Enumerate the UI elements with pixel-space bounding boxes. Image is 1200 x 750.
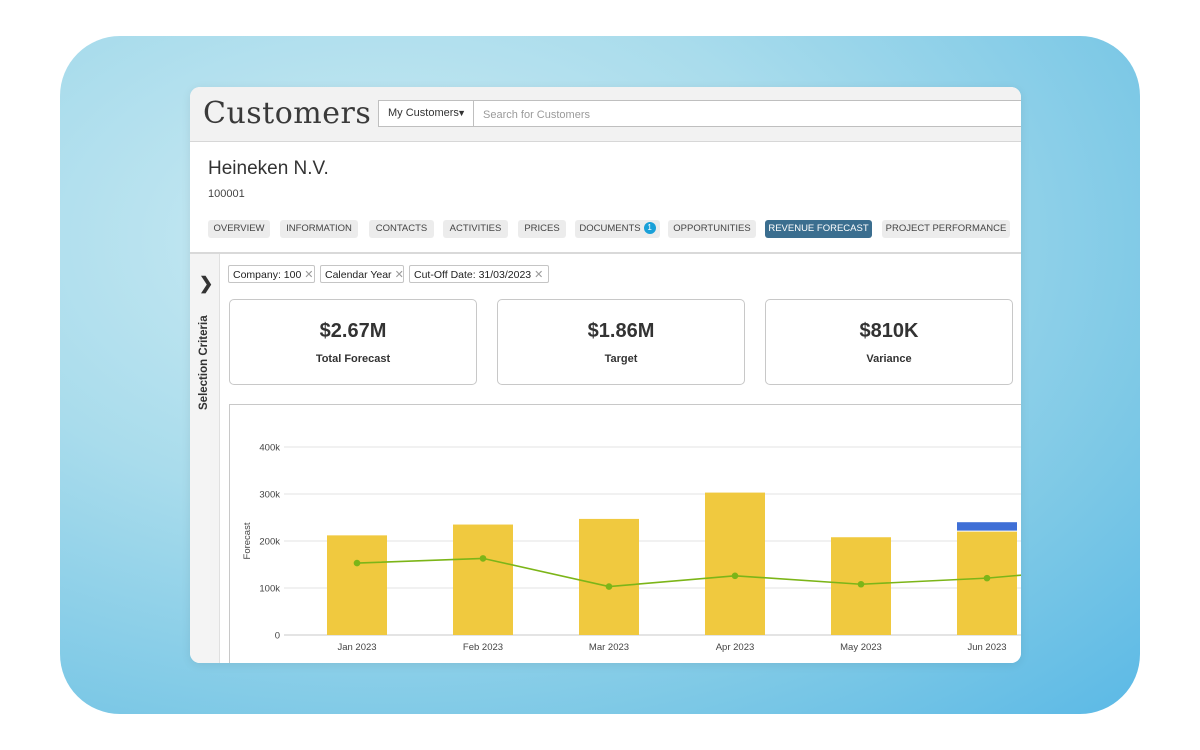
x-tick-label: Apr 2023 <box>716 642 755 653</box>
filter-chip-calendar-year[interactable]: Calendar Year ✕ <box>320 265 404 283</box>
tab-revenue-forecast[interactable]: REVENUE FORECAST <box>765 220 872 238</box>
customer-name: Heineken N.V. <box>208 158 329 179</box>
scope-dropdown[interactable]: My Customers ▼ <box>379 101 474 126</box>
chevron-right-icon[interactable]: ❯ <box>199 274 214 293</box>
y-tick-label: 0 <box>275 631 280 642</box>
forecast-chart: 0 100k 200k 300k 400k Forecast Jan 2023 Feb 202… <box>242 443 1021 653</box>
filter-chip-label: Cut-Off Date: 31/03/2023 <box>414 269 532 281</box>
kpi-label: Variance <box>866 353 912 365</box>
kpi-target: $1.86M Target <box>497 299 745 385</box>
tab-opportunities[interactable]: OPPORTUNITIES <box>668 220 756 238</box>
target-point <box>479 555 487 562</box>
forecast-bar <box>957 531 1017 635</box>
forecast-bar <box>705 492 765 635</box>
documents-count-badge: 1 <box>643 222 656 234</box>
tab-label: ACTIVITIES <box>449 223 502 234</box>
kpi-total-forecast: $2.67M Total Forecast <box>229 299 477 385</box>
filter-chip-company[interactable]: Company: 100 ✕ <box>228 265 315 283</box>
page-title: Customers <box>203 96 372 131</box>
kpi-value: $810K <box>859 320 919 342</box>
tab-prices[interactable]: PRICES <box>518 220 566 238</box>
y-tick-label: 100k <box>259 584 280 595</box>
forecast-stack-bar <box>957 522 1017 531</box>
forecast-chart-panel: 0 100k 200k 300k 400k Forecast Jan 2023 Feb 202… <box>229 404 1021 663</box>
tab-label: DOCUMENTS <box>579 223 641 234</box>
x-tick-label: May 2023 <box>840 642 882 653</box>
search-bar: My Customers ▼ <box>378 100 1021 128</box>
x-tick-label: Jun 2023 <box>967 642 1006 653</box>
kpi-value: $1.86M <box>587 320 655 342</box>
filter-chip-label: Company: 100 <box>233 269 302 281</box>
target-point <box>353 559 361 567</box>
y-axis-label: Forecast <box>242 522 253 559</box>
kpi-label: Total Forecast <box>315 353 391 365</box>
forecast-bar <box>327 535 387 635</box>
caret-down-icon: ▼ <box>457 108 466 118</box>
tab-label: OPPORTUNITIES <box>673 223 751 234</box>
target-point <box>605 583 613 590</box>
tab-label: INFORMATION <box>286 223 352 234</box>
scope-dropdown-label: My Customers <box>388 107 459 119</box>
tab-overview[interactable]: OVERVIEW <box>208 220 270 238</box>
x-tick-label: Jan 2023 <box>337 642 376 653</box>
close-icon[interactable]: ✕ <box>304 269 314 281</box>
tab-information[interactable]: INFORMATION <box>280 220 358 238</box>
tab-label: PRICES <box>524 223 560 234</box>
target-point <box>857 580 865 588</box>
close-icon[interactable]: ✕ <box>394 269 404 281</box>
kpi-value: $2.67M <box>319 320 387 342</box>
kpi-label: Target <box>604 353 638 365</box>
y-tick-label: 400k <box>259 443 280 454</box>
forecast-bar <box>579 518 639 635</box>
target-point <box>731 572 739 580</box>
tab-label: OVERVIEW <box>213 223 265 234</box>
tab-label: PROJECT PERFORMANCE <box>885 223 1007 234</box>
target-point <box>983 574 991 582</box>
search-input[interactable] <box>475 101 1021 128</box>
app-window: Customers My Customers ▼ Heineken N.V. 1… <box>190 87 1021 663</box>
filter-chip-label: Calendar Year <box>325 269 392 281</box>
y-tick-label: 300k <box>259 490 280 501</box>
tab-project-performance[interactable]: PROJECT PERFORMANCE <box>882 220 1010 238</box>
tab-label: CONTACTS <box>375 223 428 234</box>
selection-criteria-panel[interactable]: ❯ Selection Criteria <box>190 254 220 663</box>
x-tick-label: Feb 2023 <box>463 642 503 653</box>
x-tick-label: Mar 2023 <box>589 642 629 653</box>
filter-chip-cutoff-date[interactable]: Cut-Off Date: 31/03/2023 ✕ <box>409 265 549 283</box>
kpi-variance: $810K Variance <box>765 299 1013 385</box>
top-bar: Customers My Customers ▼ <box>190 87 1021 142</box>
y-tick-label: 200k <box>259 537 280 548</box>
tab-contacts[interactable]: CONTACTS <box>369 220 434 238</box>
selection-criteria-label: Selection Criteria <box>198 315 210 410</box>
tab-documents[interactable]: DOCUMENTS 1 <box>575 220 660 238</box>
customer-id: 100001 <box>208 188 245 200</box>
tab-label: REVENUE FORECAST <box>768 223 869 234</box>
close-icon[interactable]: ✕ <box>534 269 544 281</box>
tab-activities[interactable]: ACTIVITIES <box>443 220 508 238</box>
forecast-bar <box>453 524 513 635</box>
tab-divider <box>190 252 1021 254</box>
